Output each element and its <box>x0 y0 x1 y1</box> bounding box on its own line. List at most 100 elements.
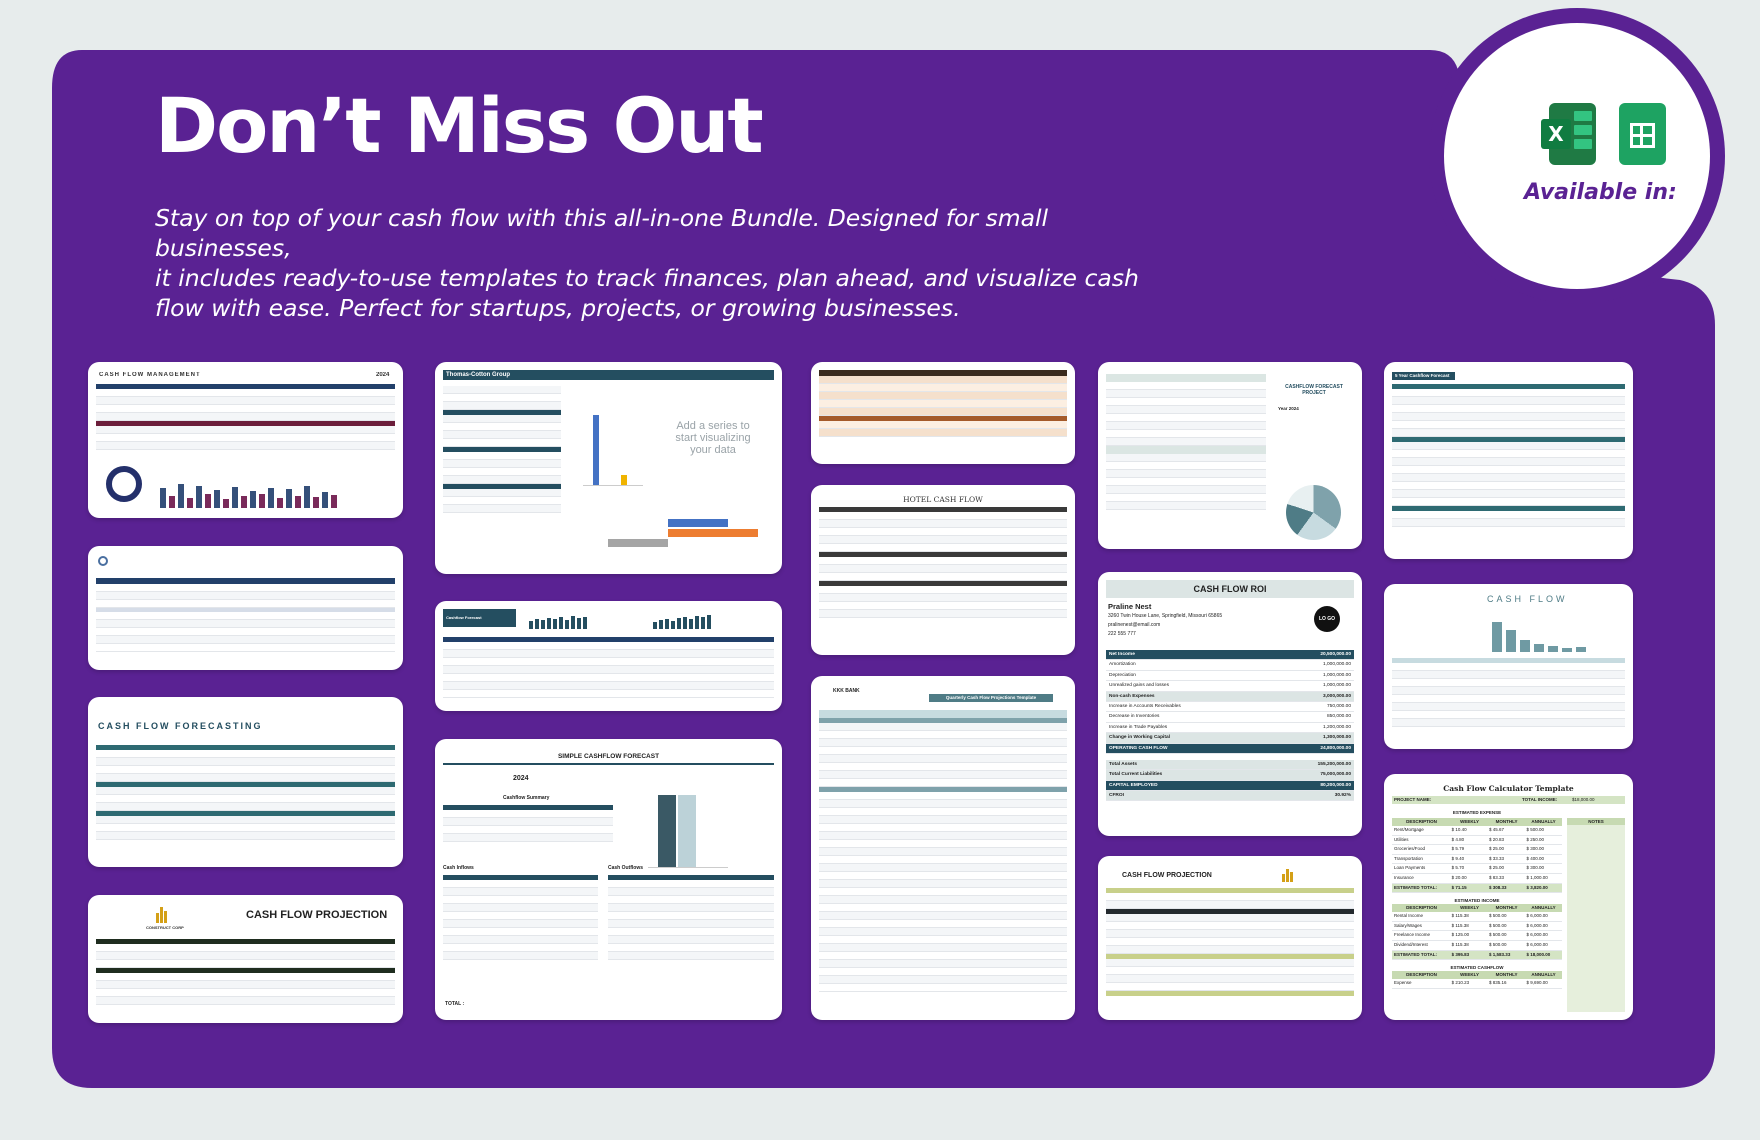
roi-row-value: 1,300,000.00 <box>1322 735 1351 741</box>
sheet-band <box>96 782 395 787</box>
sheet-band <box>819 710 1067 718</box>
calc-section-title: ESTIMATED INCOME <box>1454 898 1500 904</box>
roi-row-label: Increase in Accounts Receivables <box>1109 703 1181 709</box>
calc-header-cell: WEEKLY <box>1460 972 1480 978</box>
calc-cell: $ 500.00 <box>1489 913 1507 919</box>
calc-header-cell: WEEKLY <box>1460 905 1480 911</box>
company-name: Praline Nest <box>1108 602 1152 611</box>
template-five-year-forecast: 5 Year Cashflow Forecast <box>1384 362 1633 559</box>
sheet-band <box>96 968 395 973</box>
calc-header-cell: WEEKLY <box>1460 819 1480 824</box>
roi-row: Increase in Accounts Receivables 750,000.… <box>1106 702 1354 713</box>
calc-header-cell: DESCRIPTION <box>1406 819 1437 824</box>
calc-row: Utilities $ 4.80 $ 20.83 $ 250.00 <box>1392 836 1562 846</box>
subtitle-line-3: flow with ease. Perfect for startups, pr… <box>155 294 961 322</box>
roi-row-label: Change in Working Capital <box>1109 735 1170 741</box>
subtitle: Stay on top of your cash flow with this … <box>155 203 1165 323</box>
chart-placeholder: Add a series to start visualizing your d… <box>653 420 773 456</box>
calc-header-cell: MONTHLY <box>1495 905 1518 911</box>
roi-row-value: 850,000.00 <box>1326 714 1351 720</box>
roi-row: Depreciation 1,000,000.00 <box>1106 671 1354 682</box>
company-logo <box>1282 868 1293 882</box>
template-title: Cashflow Forecast <box>443 609 516 627</box>
available-in-label: Available in: <box>1524 180 1677 205</box>
roi-row-value: 3,000,000.00 <box>1322 693 1351 699</box>
calc-cell: $ 6,000.00 <box>1526 932 1548 938</box>
headline: Don’t Miss Out <box>155 81 764 170</box>
expenses-header: ESTIMATED EXPENSE <box>1452 810 1502 815</box>
template-cash-flow-management: CASH FLOW MANAGEMENT 2024 <box>88 362 403 518</box>
calc-header-cell: DESCRIPTION <box>1406 972 1437 978</box>
calc-cell: $ 83.33 <box>1489 874 1505 880</box>
template-cash-flow-roi: CASH FLOW ROI Praline Nest 3260 Twin Hou… <box>1098 572 1362 836</box>
calc-cell: Groceries/Food <box>1394 846 1426 852</box>
roi-row-value: 750,000.00 <box>1326 703 1351 709</box>
roi-row: Total Current Liabilities 75,000,000.00 <box>1106 770 1354 781</box>
project-row: PROJECT NAME: TOTAL INCOME: $18,000.00 <box>1392 796 1625 804</box>
calc-cell: $ 25.00 <box>1489 865 1505 871</box>
sheet-rows <box>96 745 395 859</box>
sheet-band <box>443 875 598 880</box>
calc-cell: $ 20.00 <box>1451 874 1467 880</box>
template-simple-cashflow-forecast: SIMPLE CASHFLOW FORECAST 2024 Cashflow S… <box>435 739 782 1020</box>
sheet-rows <box>819 507 1067 647</box>
excel-icon-stripe <box>1574 111 1592 121</box>
inflows-title: Cash Inflows <box>443 865 474 871</box>
bank-name: KKK BANK <box>833 688 860 694</box>
sheet-band <box>1106 374 1266 382</box>
calc-cell: $ 20.83 <box>1489 836 1505 842</box>
calc-cell: $ 5.70 <box>1451 865 1465 871</box>
roi-table: Net Income 20,500,000.00 Amortization 1,000… <box>1106 650 1354 820</box>
calc-header-cell: DESCRIPTION <box>1406 905 1437 911</box>
calc-row: Rent/Mortgage $ 10.40 $ 45.67 $ 500.00 <box>1392 826 1562 836</box>
horizontal-bar-chart <box>608 515 758 555</box>
roi-row-label: Total Current Liabilities <box>1109 772 1163 778</box>
sheet-band <box>96 939 395 944</box>
sheet-band <box>1106 909 1354 914</box>
calc-cell: $ 71.15 <box>1451 884 1467 890</box>
excel-icon-stripe <box>1574 125 1592 135</box>
template-title: CASH FLOW PROJECTION <box>1122 872 1212 879</box>
roi-row: Net Income 20,500,000.00 <box>1106 650 1354 661</box>
calc-cell: $ 6,000.00 <box>1526 941 1548 947</box>
roi-row: Non-cash Expenses 3,000,000.00 <box>1106 691 1354 702</box>
sheet-band <box>819 416 1067 421</box>
calc-row: Salary/Wages $ 115.38 $ 500.00 $ 6,000.00 <box>1392 922 1562 932</box>
template-year: 2024 <box>513 775 529 782</box>
calc-row: Transportation $ 9.40 $ 33.33 $ 400.00 <box>1392 855 1562 865</box>
calc-cell: $ 9,690.00 <box>1526 980 1548 986</box>
roi-row: OPERATING CASH FLOW 24,800,000.00 <box>1106 743 1354 754</box>
roi-row-value: 30.92% <box>1334 793 1351 799</box>
calc-cell: $ 6,000.00 <box>1526 913 1548 919</box>
sheet-band <box>443 805 613 810</box>
calc-cell: $ 500.00 <box>1489 932 1507 938</box>
bar-chart <box>160 478 337 508</box>
sheet-band <box>443 637 774 642</box>
template-title: Cash Flow Calculator Template <box>1443 784 1574 793</box>
calc-cell: $ 115.38 <box>1451 922 1469 928</box>
pie-chart <box>1286 485 1341 540</box>
roi-row-value: 155,200,000.00 <box>1317 761 1351 767</box>
bar-chart <box>1492 612 1586 652</box>
sheet-band <box>819 370 1067 376</box>
sheet-band <box>1106 446 1266 454</box>
calc-header-row: DESCRIPTION WEEKLY MONTHLY ANNUALLY <box>1392 971 1562 980</box>
roi-row: Increase in Trade Payables 1,200,000.00 <box>1106 723 1354 734</box>
template-year: Year 2024 <box>1278 406 1299 411</box>
project-name-label: PROJECT NAME: <box>1394 797 1432 802</box>
calc-cell: $ 3,820.00 <box>1526 884 1548 890</box>
company-address: 3260 Twin House Lane, Springfield, Misso… <box>1108 613 1223 619</box>
calc-cell: $ 9.40 <box>1451 855 1465 861</box>
sheet-band <box>1392 384 1625 389</box>
bar-chart <box>529 615 587 629</box>
sheet-rows <box>1106 374 1266 541</box>
bar-chart <box>583 410 643 486</box>
calc-cell: $ 25.00 <box>1489 846 1505 852</box>
bar-chart <box>653 615 711 629</box>
sheet-band <box>1106 888 1354 893</box>
template-cash-flow-forecasting: CASH FLOW FORECASTING <box>88 697 403 867</box>
template-cash-flow-projection-small: CASH FLOW PROJECTION <box>1098 856 1362 1020</box>
roi-row-label: Non-cash Expenses <box>1109 693 1155 699</box>
sheet-band <box>1392 506 1625 511</box>
calc-total-row: ESTIMATED TOTAL: $ 395.83 $ 1,583.33 $ 18,0… <box>1392 950 1562 961</box>
